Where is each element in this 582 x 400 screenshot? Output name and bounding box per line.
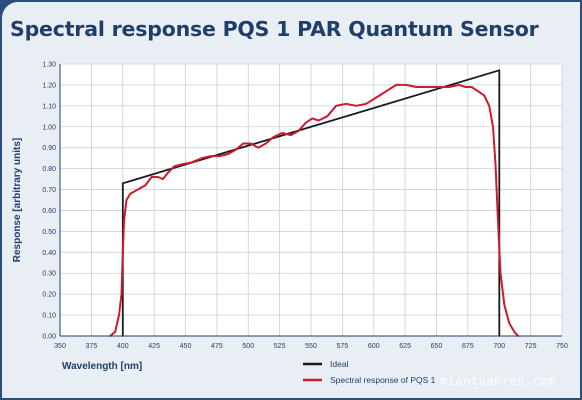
legend-label: Ideal xyxy=(330,359,349,369)
watermark-text: miantuanren.com xyxy=(440,374,556,388)
y-tick-label: 1.10 xyxy=(42,103,56,110)
x-tick-label: 725 xyxy=(525,343,537,350)
x-tick-label: 700 xyxy=(493,343,505,350)
series-lines xyxy=(109,69,520,337)
x-tick-label: 575 xyxy=(337,343,349,350)
x-tick-label: 450 xyxy=(180,343,192,350)
x-tick-label: 525 xyxy=(274,343,286,350)
y-tick-label: 0.40 xyxy=(42,250,56,257)
y-tick-label: 0.50 xyxy=(42,229,56,236)
x-tick-label: 400 xyxy=(117,343,129,350)
x-tick-label: 475 xyxy=(211,343,223,350)
y-tick-label: 1.30 xyxy=(42,62,56,69)
grid-lines xyxy=(59,63,563,337)
x-tick-label: 500 xyxy=(242,343,254,350)
x-tick-label: 550 xyxy=(305,343,317,350)
y-tick-label: 0.20 xyxy=(42,292,56,299)
y-tick-label: 0.90 xyxy=(42,145,56,152)
x-tick-label: 750 xyxy=(556,343,568,350)
x-tick-label: 675 xyxy=(462,343,474,350)
y-tick-label: 0.60 xyxy=(42,208,56,215)
series-line-pqs1-response xyxy=(109,83,520,337)
x-tick-label: 650 xyxy=(431,343,443,350)
x-tick-label: 600 xyxy=(368,343,380,350)
chart-title: Spectral response PQS 1 PAR Quantum Sens… xyxy=(10,17,539,41)
y-tick-label: 0.10 xyxy=(42,313,56,320)
x-tick-label: 425 xyxy=(148,343,160,350)
x-tick-label: 625 xyxy=(399,343,411,350)
y-axis-label: Response [arbitrary units] xyxy=(12,138,23,262)
x-tick-labels: 350 375 400 425 450 475 500 525 550 575 600 625 650 6… xyxy=(54,343,568,350)
y-tick-label: 1.20 xyxy=(42,82,56,89)
y-tick-label: 0.80 xyxy=(42,166,56,173)
y-tick-label: 1.00 xyxy=(42,124,56,131)
y-tick-label: 0.00 xyxy=(42,334,56,341)
x-tick-label: 375 xyxy=(86,343,98,350)
y-tick-label: 0.70 xyxy=(42,187,56,194)
x-axis-label: Wavelength [nm] xyxy=(62,361,142,372)
y-tick-labels: 0.00 0.10 0.20 0.30 0.40 0.50 0.60 0.70 0.80 0.90… xyxy=(42,62,56,341)
legend: Ideal Spectral response of PQS 1 xyxy=(303,359,436,385)
legend-label: Spectral response of PQS 1 xyxy=(330,375,436,385)
y-tick-label: 0.30 xyxy=(42,271,56,278)
x-tick-label: 350 xyxy=(54,343,66,350)
